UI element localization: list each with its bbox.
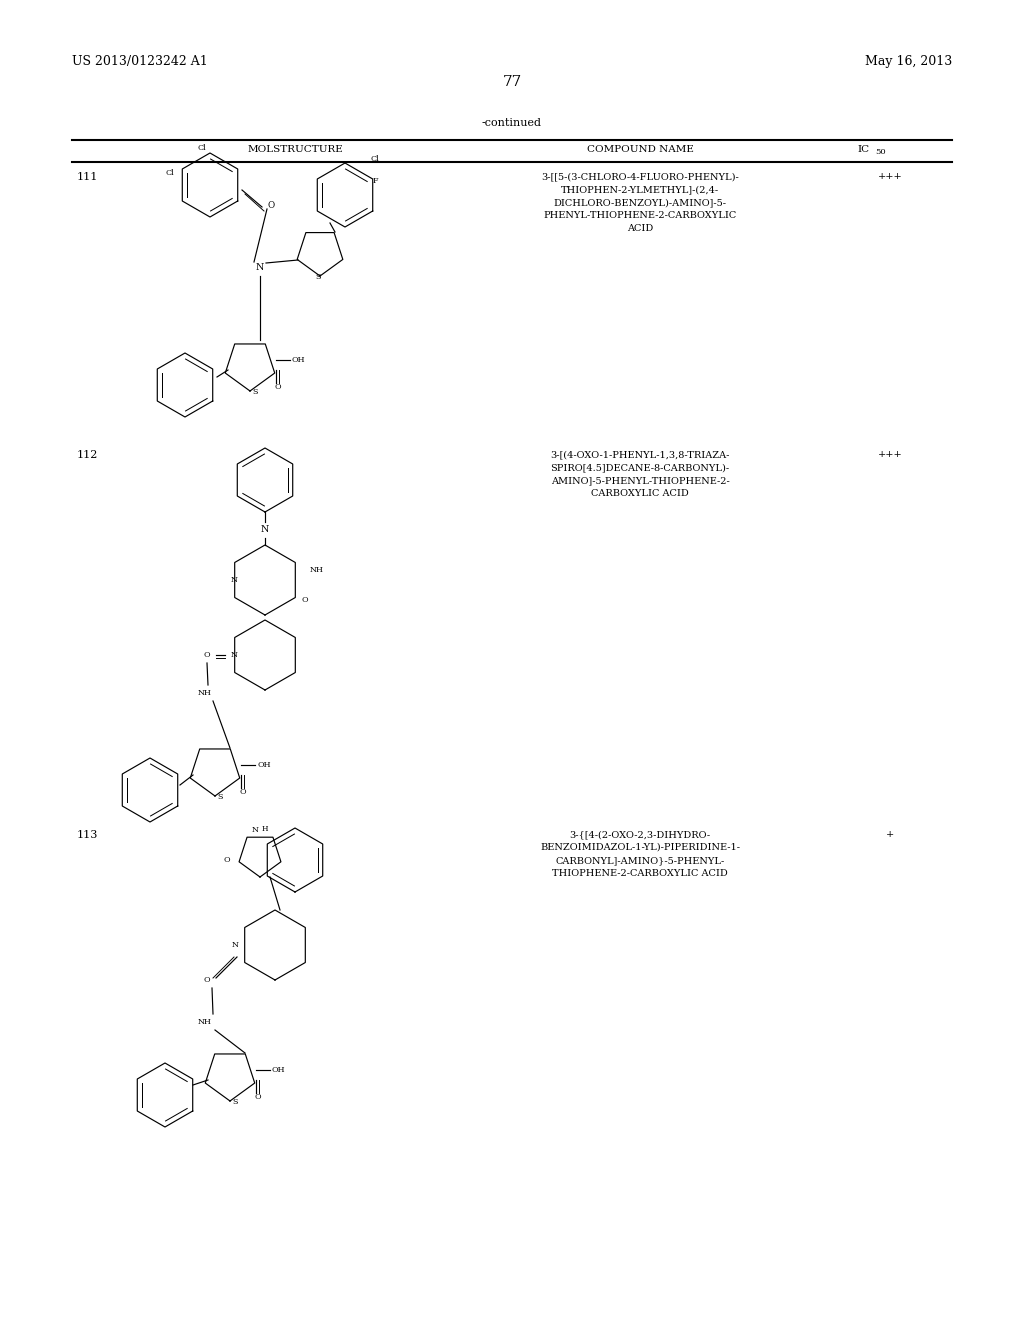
Text: CARBONYL]-AMINO}-5-PHENYL-: CARBONYL]-AMINO}-5-PHENYL- <box>555 855 725 865</box>
Text: PHENYL-THIOPHENE-2-CARBOXYLIC: PHENYL-THIOPHENE-2-CARBOXYLIC <box>544 211 736 220</box>
Text: 3-[[5-(3-CHLORO-4-FLUORO-PHENYL)-: 3-[[5-(3-CHLORO-4-FLUORO-PHENYL)- <box>541 172 739 181</box>
Text: S: S <box>232 1098 238 1106</box>
Text: 50: 50 <box>874 148 886 156</box>
Text: O: O <box>204 975 210 983</box>
Text: +++: +++ <box>878 172 902 181</box>
Text: NH: NH <box>310 566 324 574</box>
Text: O: O <box>268 201 275 210</box>
Text: OH: OH <box>272 1067 286 1074</box>
Text: US 2013/0123242 A1: US 2013/0123242 A1 <box>72 55 208 69</box>
Text: DICHLORO-BENZOYL)-AMINO]-5-: DICHLORO-BENZOYL)-AMINO]-5- <box>554 198 726 207</box>
Text: SPIRO[4.5]DECANE-8-CARBONYL)-: SPIRO[4.5]DECANE-8-CARBONYL)- <box>551 463 729 473</box>
Text: Cl: Cl <box>198 144 206 152</box>
Text: N: N <box>231 651 238 659</box>
Text: O: O <box>255 1093 261 1101</box>
Text: N: N <box>231 576 238 583</box>
Text: +: + <box>886 830 894 840</box>
Text: Cl: Cl <box>371 154 379 162</box>
Text: O: O <box>302 597 308 605</box>
Text: NH: NH <box>198 1018 212 1026</box>
Text: O: O <box>204 651 210 659</box>
Text: ACID: ACID <box>627 224 653 234</box>
Text: 111: 111 <box>77 172 98 182</box>
Text: N: N <box>261 525 269 535</box>
Text: COMPOUND NAME: COMPOUND NAME <box>587 145 693 154</box>
Text: CARBOXYLIC ACID: CARBOXYLIC ACID <box>591 488 689 498</box>
Text: +++: +++ <box>878 450 902 459</box>
Text: N: N <box>252 826 258 834</box>
Text: -continued: -continued <box>482 117 542 128</box>
Text: BENZOIMIDAZOL-1-YL)-PIPERIDINE-1-: BENZOIMIDAZOL-1-YL)-PIPERIDINE-1- <box>540 843 740 851</box>
Text: S: S <box>217 793 223 801</box>
Text: OH: OH <box>257 762 270 770</box>
Text: MOLSTRUCTURE: MOLSTRUCTURE <box>247 145 343 154</box>
Text: F: F <box>373 177 378 185</box>
Text: O: O <box>223 855 230 865</box>
Text: May 16, 2013: May 16, 2013 <box>864 55 952 69</box>
Text: THIOPHENE-2-CARBOXYLIC ACID: THIOPHENE-2-CARBOXYLIC ACID <box>552 869 728 878</box>
Text: THIOPHEN-2-YLMETHYL]-(2,4-: THIOPHEN-2-YLMETHYL]-(2,4- <box>561 185 719 194</box>
Text: 3-{[4-(2-OXO-2,3-DIHYDRO-: 3-{[4-(2-OXO-2,3-DIHYDRO- <box>569 830 711 840</box>
Text: 3-[(4-OXO-1-PHENYL-1,3,8-TRIAZA-: 3-[(4-OXO-1-PHENYL-1,3,8-TRIAZA- <box>550 450 730 459</box>
Text: IC: IC <box>858 145 870 154</box>
Text: O: O <box>240 788 247 796</box>
Text: Cl: Cl <box>166 169 174 177</box>
Text: S: S <box>252 388 258 396</box>
Text: O: O <box>274 383 282 391</box>
Text: AMINO]-5-PHENYL-THIOPHENE-2-: AMINO]-5-PHENYL-THIOPHENE-2- <box>551 477 729 484</box>
Text: N: N <box>256 264 264 272</box>
Text: 113: 113 <box>77 830 98 840</box>
Text: NH: NH <box>198 689 212 697</box>
Text: 77: 77 <box>503 75 521 88</box>
Text: N: N <box>231 941 239 949</box>
Text: OH: OH <box>292 356 305 364</box>
Text: H: H <box>262 825 268 833</box>
Text: 112: 112 <box>77 450 98 459</box>
Text: S: S <box>315 273 321 281</box>
